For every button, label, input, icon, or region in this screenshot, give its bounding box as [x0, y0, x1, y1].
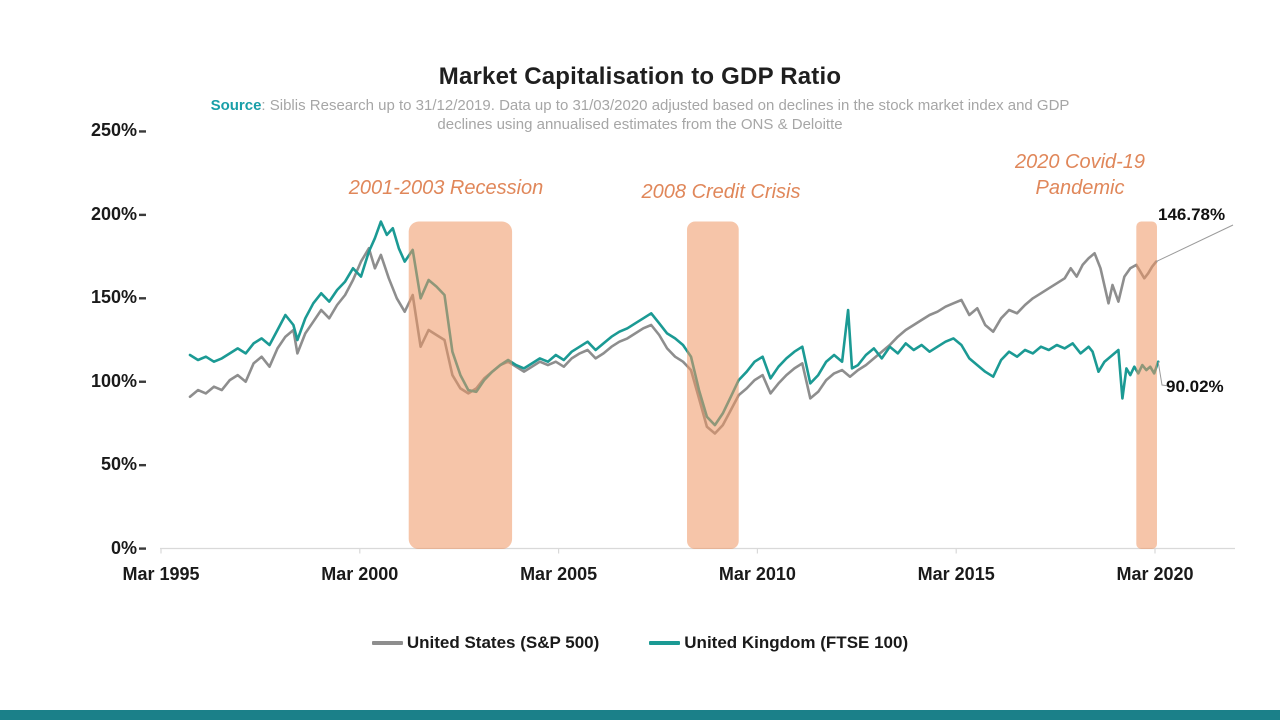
- y-tick-mark: [139, 547, 146, 550]
- source-text-line1: : Siblis Research up to 31/12/2019. Data…: [261, 97, 1070, 114]
- uk-series-line: [188, 220, 1160, 427]
- x-axis-tick-label: Mar 2015: [917, 564, 995, 584]
- y-tick-mark: [139, 297, 146, 300]
- y-axis-tick-label: 50%: [100, 454, 137, 475]
- us-line-swatch: [371, 641, 403, 645]
- us-label-leader-line: [1155, 224, 1234, 263]
- annotation-2020-covid-line2: Pandemic: [1035, 177, 1125, 199]
- y-axis-tick-label: 100%: [90, 370, 137, 391]
- x-axis-tick-label: Mar 2005: [520, 564, 598, 584]
- y-axis-tick-label: 150%: [90, 287, 137, 308]
- legend-label-us: United States (S&P 500): [406, 633, 600, 652]
- x-axis-tick-label: Mar 2020: [1116, 564, 1194, 584]
- source-note-line1: Source: Siblis Research up to 31/12/2019…: [0, 96, 1280, 115]
- annotation-2008-credit-crisis: 2008 Credit Crisis: [641, 181, 801, 203]
- y-axis-tick-label: 250%: [90, 120, 137, 141]
- annotation-2001-recession: 2001-2003 Recession: [348, 177, 544, 199]
- y-tick-mark: [139, 213, 146, 217]
- y-axis-tick-label: 0%: [110, 537, 137, 558]
- us-end-value-label: 146.78%: [1158, 205, 1226, 224]
- us-series-line: [188, 247, 1158, 435]
- highlight-band: [1136, 221, 1157, 550]
- uk-label-leader-line: [1157, 361, 1170, 387]
- legend-item-uk: United Kingdom (FTSE 100): [649, 633, 908, 653]
- source-text-line2: declines using annualised estimates from…: [437, 116, 843, 133]
- source-label: Source: [210, 97, 262, 114]
- annotation-2020-covid: 2020 Covid-19 Pandemic: [978, 149, 1182, 201]
- x-axis-tick-label: Mar 2010: [718, 564, 796, 584]
- x-axis-tick-label: Mar 2000: [321, 564, 399, 584]
- x-axis-tick-label: Mar 1995: [122, 564, 200, 584]
- legend-item-us: United States (S&P 500): [371, 633, 600, 653]
- slide-accent-bar: [0, 710, 1280, 720]
- uk-end-value-label: 90.02%: [1166, 377, 1224, 396]
- highlight-band: [408, 221, 513, 550]
- highlight-band: [687, 221, 739, 550]
- y-tick-mark: [139, 130, 146, 133]
- legend-label-uk: United Kingdom (FTSE 100): [684, 633, 909, 652]
- uk-line-swatch: [649, 641, 681, 645]
- legend: United States (S&P 500) United Kingdom (…: [0, 633, 1280, 653]
- page-title: Market Capitalisation to GDP Ratio: [438, 63, 842, 90]
- source-note: Source: Siblis Research up to 31/12/2019…: [0, 96, 1280, 134]
- y-tick-mark: [139, 463, 146, 467]
- y-axis-tick-label: 200%: [90, 203, 137, 224]
- annotation-2020-covid-line1: 2020 Covid-19: [1014, 151, 1146, 173]
- y-tick-mark: [139, 380, 146, 383]
